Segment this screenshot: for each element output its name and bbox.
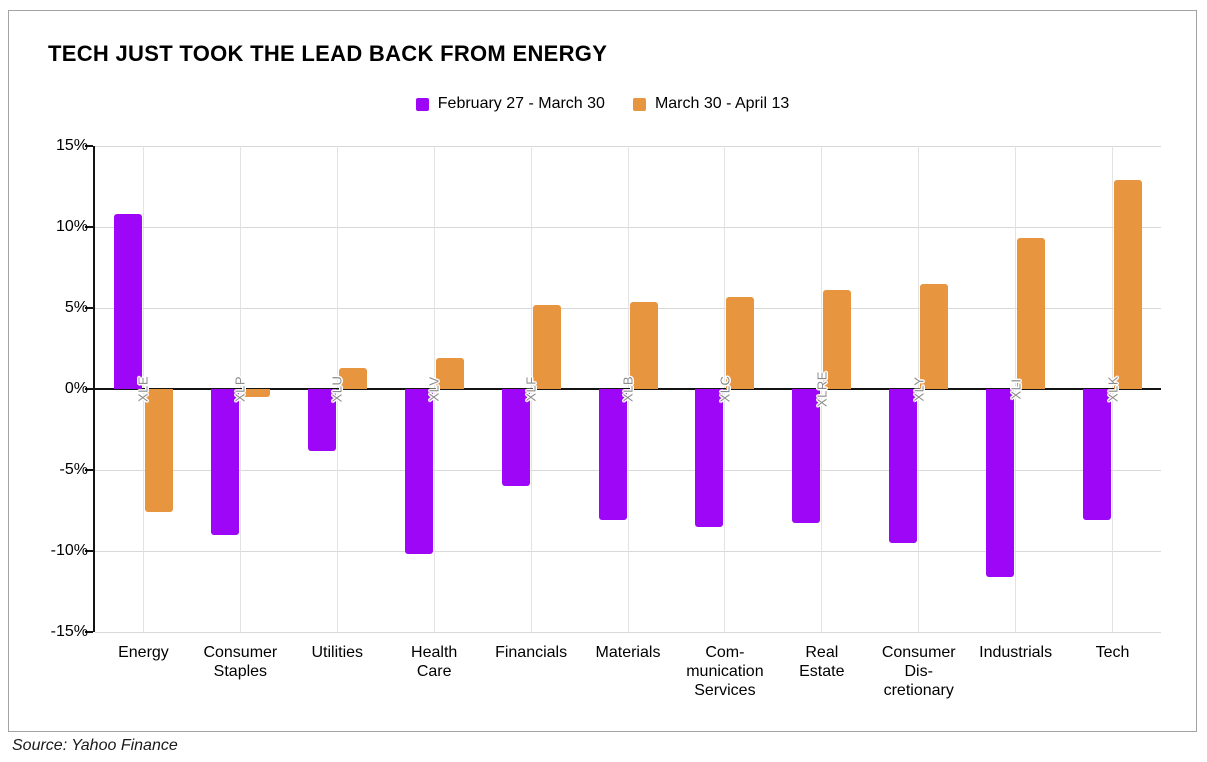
bar-XLB-series2 [629,301,658,389]
bar-XLI-series1 [986,389,1015,577]
y-axis-tick [85,550,93,552]
legend-item-mar30-apr13: March 30 - April 13 [632,95,790,113]
x-axis-label: Consumer Staples [203,644,278,680]
source-credit: Source: Yahoo Finance [12,737,178,754]
bar-XLRE-series2 [823,290,852,389]
h-gridline [95,631,1161,633]
y-axis-tick [85,469,93,471]
x-axis-label: Financials [495,644,568,661]
ticker-label-XLU: XLU [329,375,345,403]
legend-label: February 27 - March 30 [437,95,605,112]
bar-XLB-series1 [598,389,627,521]
ticker-label-XLE: XLE [135,375,151,403]
chart-frame: TECH JUST TOOK THE LEAD BACK FROM ENERGY… [8,10,1197,732]
y-axis-label: 15% [55,137,88,154]
ticker-label-XLV: XLV [426,376,442,402]
bar-XLU-series1 [307,389,336,451]
bar-XLF-series2 [532,304,561,389]
x-axis-label: Consumer Dis- cretionary [881,644,956,699]
bar-XLRE-series1 [792,389,821,524]
bar-XLP-series2 [241,389,270,398]
y-axis-label: 0% [64,380,88,397]
ticker-label-XLY: XLY [911,376,927,402]
bar-XLV-series1 [404,389,433,555]
y-axis-tick [85,307,93,309]
zero-baseline [95,388,1161,390]
bar-XLC-series1 [695,389,724,527]
bar-XLY-series1 [889,389,918,543]
x-axis-label: Materials [595,644,661,661]
chart-title: TECH JUST TOOK THE LEAD BACK FROM ENERGY [48,41,608,66]
y-axis-label: 10% [55,218,88,235]
x-axis-label: Energy [118,644,169,661]
bar-XLU-series2 [338,367,367,389]
y-axis-tick [85,388,93,390]
y-axis-label: -5% [59,461,88,478]
y-axis-label: 5% [64,299,88,316]
bar-XLE-series1 [113,214,142,389]
x-axis-label: Real Estate [799,644,845,680]
bar-XLY-series2 [920,283,949,389]
ticker-label-XLK: XLK [1105,375,1121,403]
ticker-label-XLF: XLF [523,376,539,402]
y-axis-tick [85,226,93,228]
legend-swatch-purple-icon [415,97,429,111]
ticker-label-XLC: XLC [717,375,733,403]
y-axis-tick [85,145,93,147]
bar-XLV-series2 [435,358,464,389]
x-axis-label: Utilities [311,644,364,661]
x-axis-label: Com- munication Services [686,644,764,699]
y-axis-label: -10% [50,542,88,559]
legend-label: March 30 - April 13 [654,95,790,112]
bar-XLC-series2 [726,296,755,389]
ticker-label-XLRE: XLRE [814,371,830,407]
legend: February 27 - March 30 March 30 - April … [9,95,1196,113]
x-axis-label: Health Care [411,644,458,680]
bar-XLK-series1 [1083,389,1112,521]
ticker-label-XLI: XLI [1008,378,1024,400]
x-axis-label: Tech [1095,644,1130,661]
legend-swatch-orange-icon [632,97,646,111]
bar-XLI-series2 [1017,238,1046,389]
x-axis-label: Industrials [979,644,1053,661]
bar-XLF-series1 [501,389,530,487]
ticker-label-XLP: XLP [232,375,248,403]
y-axis-tick [85,631,93,633]
bar-XLK-series2 [1114,180,1143,389]
bar-XLE-series2 [144,389,173,513]
ticker-label-XLB: XLB [620,375,636,403]
y-axis-label: -15% [50,623,88,640]
bar-XLP-series1 [210,389,239,535]
y-axis-line [93,146,95,632]
legend-item-feb27-mar30: February 27 - March 30 [415,95,605,113]
